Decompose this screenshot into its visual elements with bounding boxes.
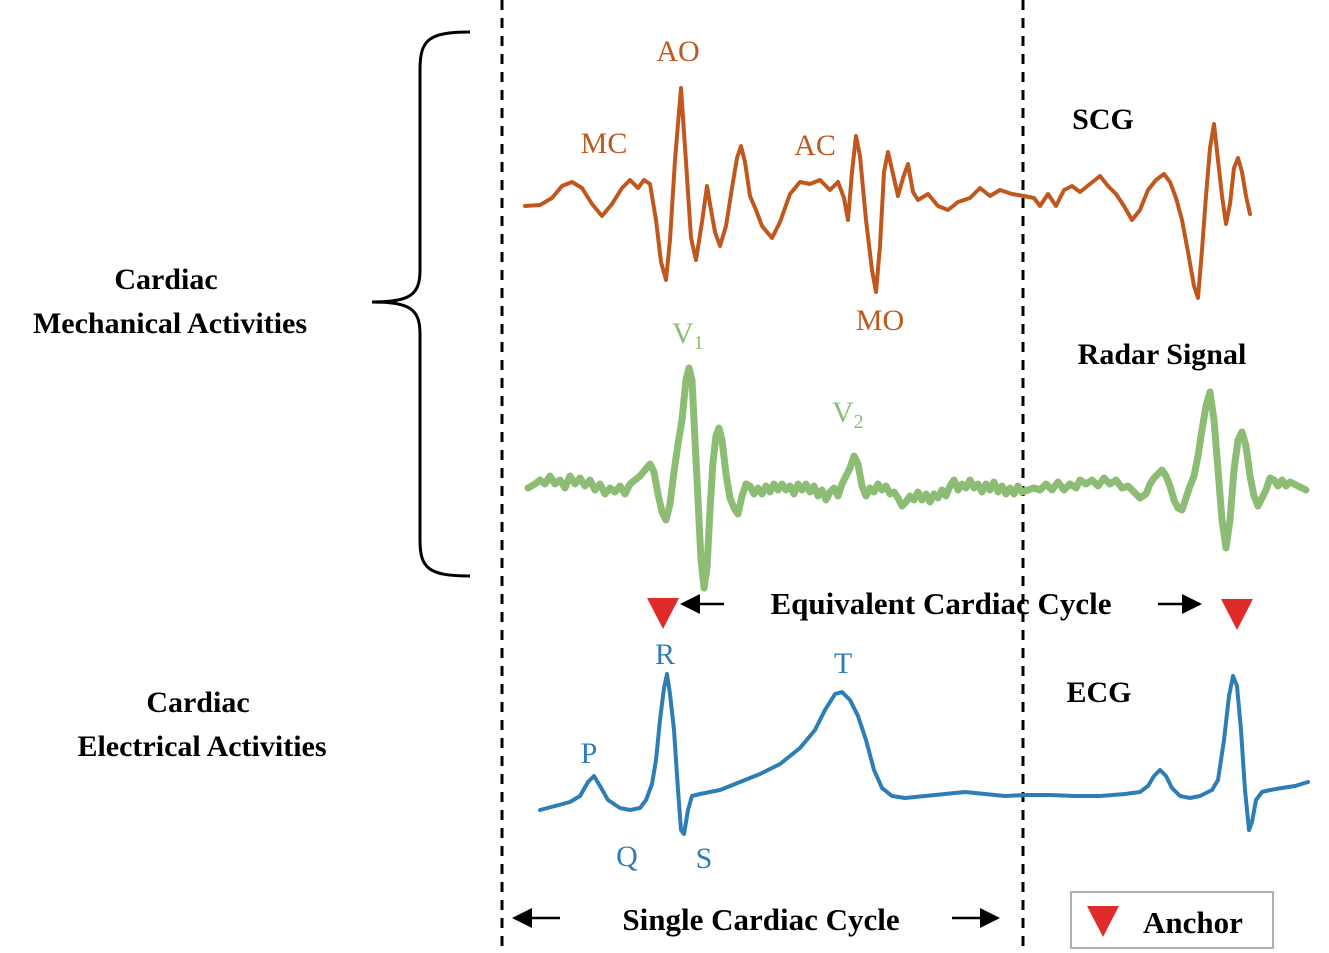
legend-anchor-icon [1087,906,1119,937]
legend: Anchor [1070,891,1274,949]
single-cycle-label: Single Cardiac Cycle [622,902,899,937]
radar-point-v1: V1 [672,317,704,354]
anchor-marker-left [647,598,679,629]
ecg-signal-name: ECG [1066,676,1131,709]
electrical-label-line2: Electrical Activities [77,730,326,763]
scg-point-mo: MO [856,304,904,337]
scg-waveform [523,86,1252,300]
mechanical-brace [371,30,471,578]
ecg-point-q: Q [616,840,638,873]
ecg-point-r: R [655,638,675,671]
scg-point-mc: MC [581,127,628,160]
scg-point-ac: AC [794,129,836,162]
mechanical-label-line1: Cardiac [114,263,217,296]
electrical-label-line1: Cardiac [146,686,249,719]
ecg-point-s: S [696,842,713,875]
equivalent-cycle-label: Equivalent Cardiac Cycle [771,586,1112,621]
anchor-marker-right [1221,599,1253,630]
mechanical-label-line2: Mechanical Activities [33,307,307,340]
legend-anchor-label: Anchor [1143,905,1243,940]
radar-point-v2: V2 [832,396,864,433]
radar-signal-name: Radar Signal [1078,338,1247,371]
ecg-waveform [538,672,1310,836]
ecg-point-p: P [581,737,598,770]
radar-waveform [524,364,1310,592]
scg-point-ao: AO [656,35,699,68]
scg-signal-name: SCG [1072,103,1134,136]
ecg-point-t: T [834,647,852,680]
